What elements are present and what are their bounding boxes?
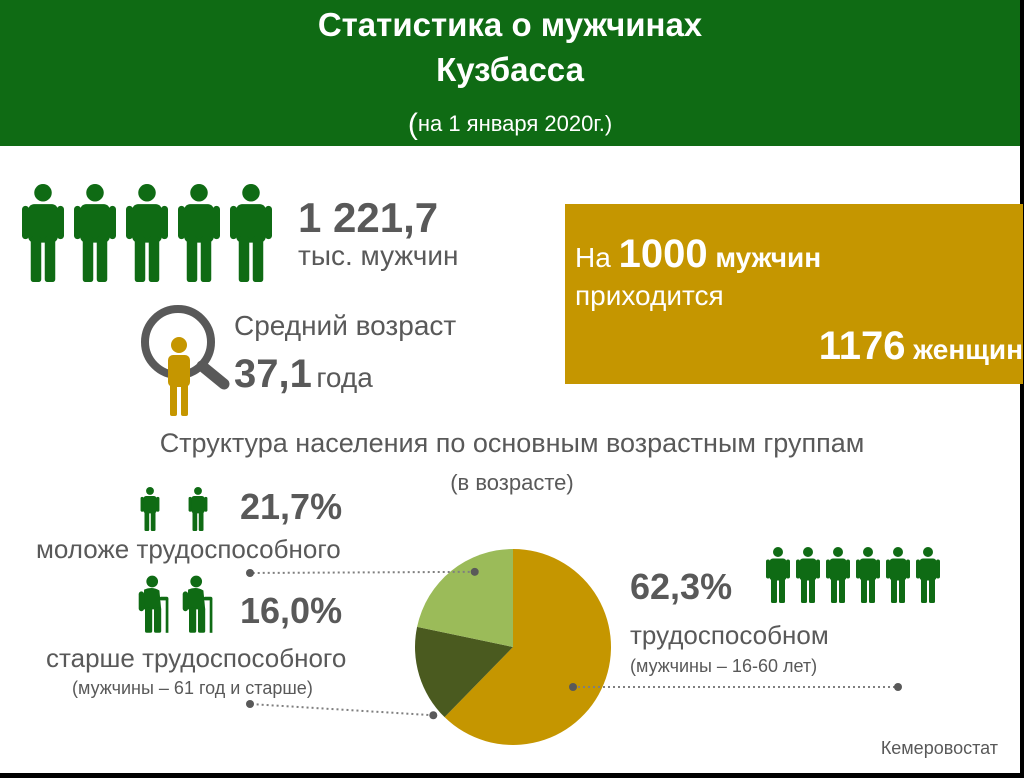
date-open-paren: (: [407, 108, 418, 141]
leader-line-working-dot: [894, 683, 902, 691]
ratio-men-number: 1000: [618, 232, 708, 276]
frame-border-right: [1020, 0, 1024, 778]
avg-age-row: 37,1 года: [234, 352, 373, 397]
working-note: (мужчины – 16-60 лет): [630, 656, 818, 676]
leader-line-young-dot: [246, 569, 254, 577]
man-icon: [796, 547, 820, 603]
child-icon: [140, 487, 160, 531]
header-banner: Статистика о мужчинах Кузбасса (на 1 янв…: [0, 0, 1020, 146]
date-subtitle: (на 1 января 2020г.): [0, 108, 1020, 142]
pie-slice: [417, 549, 513, 647]
elderly-man-icon: [138, 575, 169, 633]
elderly-label: старше трудоспособного: [46, 643, 347, 673]
structure-title: Структура населения по основным возрастн…: [159, 428, 865, 458]
leader-line-young-dot: [470, 567, 479, 576]
man-icon: [766, 547, 790, 603]
ratio-women-number: 1176: [818, 324, 906, 368]
pie-slice: [444, 549, 612, 745]
leader-line-working-dot: [569, 683, 577, 691]
man-icon: [22, 184, 64, 282]
man-icon: [74, 184, 116, 282]
men-count-value: 1 221,7: [298, 194, 439, 241]
man-icon: [886, 547, 910, 603]
man-icon: [856, 547, 880, 603]
elderly-percent: 16,0%: [240, 590, 343, 631]
elderly-note: (мужчины – 61 год и старше): [72, 678, 313, 698]
men-count-label: тыс. мужчин: [298, 240, 459, 271]
man-icon: [826, 547, 850, 603]
ratio-middle: приходится: [575, 280, 724, 311]
man-icon: [126, 184, 168, 282]
magnifier-icon: [141, 305, 230, 416]
avg-age-unit: года: [316, 362, 373, 393]
young-label: моложе трудоспособного: [36, 534, 341, 564]
man-icon: [178, 184, 220, 282]
frame-border-bottom: [0, 773, 1024, 778]
child-icon: [188, 487, 208, 531]
ratio-men-word: мужчин: [707, 242, 822, 273]
ratio-line1: На 1000 мужчин: [575, 232, 821, 277]
leader-line-elderly-dot: [246, 700, 254, 708]
pie-slice: [415, 626, 513, 718]
avg-age-label: Средний возраст: [234, 310, 457, 341]
ratio-prefix: На: [575, 242, 619, 273]
working-label: трудоспособном: [630, 620, 829, 650]
elderly-man-icon: [182, 575, 213, 633]
structure-subtitle: (в возрасте): [450, 470, 574, 495]
man-icon: [916, 547, 940, 603]
ratio-women-word: женщин: [905, 334, 1023, 365]
ratio-line3: 1176 женщин: [819, 324, 1023, 369]
date-text: на 1 января 2020г.): [417, 111, 613, 136]
page-title-line1: Статистика о мужчинах: [317, 6, 703, 43]
leader-line-elderly: [249, 703, 434, 717]
young-percent: 21,7%: [240, 486, 343, 527]
leader-line-young: [249, 570, 475, 574]
avg-age-value: 37,1: [234, 352, 312, 396]
leader-line-elderly-dot: [429, 711, 438, 720]
working-percent: 62,3%: [630, 566, 733, 607]
gender-ratio-box: На 1000 мужчин приходится 1176 женщин: [565, 204, 1023, 384]
source-credit: Кемеровостат: [880, 738, 998, 758]
man-icon: [230, 184, 272, 282]
page-title-line2: Кузбасса: [436, 51, 584, 88]
